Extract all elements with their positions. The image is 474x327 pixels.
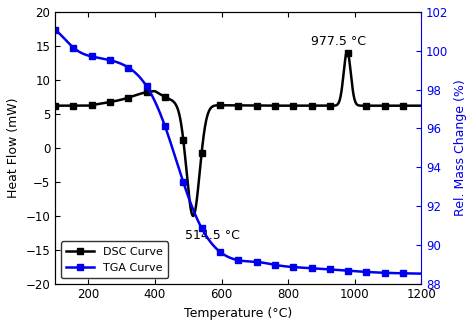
Text: 977.5 °C: 977.5 °C <box>311 35 366 47</box>
TGA Curve <box>411 271 417 275</box>
TGA Curve <box>52 28 58 32</box>
DSC Curve <box>52 104 58 108</box>
DSC Curve <box>411 104 417 108</box>
X-axis label: Temperature (°C): Temperature (°C) <box>184 307 292 320</box>
DSC Curve <box>419 104 424 108</box>
DSC Curve <box>372 104 378 108</box>
DSC Curve <box>193 206 199 210</box>
DSC Curve <box>94 102 100 106</box>
Text: 514.5 °C: 514.5 °C <box>185 230 240 243</box>
TGA Curve <box>192 213 198 217</box>
Line: DSC Curve: DSC Curve <box>52 49 424 219</box>
Legend: DSC Curve, TGA Curve: DSC Curve, TGA Curve <box>61 241 168 278</box>
DSC Curve <box>344 49 350 53</box>
TGA Curve <box>372 270 377 274</box>
TGA Curve <box>94 56 100 60</box>
Line: TGA Curve: TGA Curve <box>52 27 424 276</box>
TGA Curve <box>419 272 424 276</box>
Y-axis label: Rel. Mass Change (%): Rel. Mass Change (%) <box>454 79 467 216</box>
TGA Curve <box>116 61 121 65</box>
Y-axis label: Heat Flow (mW): Heat Flow (mW) <box>7 97 20 198</box>
DSC Curve <box>190 214 196 218</box>
DSC Curve <box>116 98 121 102</box>
TGA Curve <box>209 241 214 245</box>
DSC Curve <box>209 105 214 109</box>
